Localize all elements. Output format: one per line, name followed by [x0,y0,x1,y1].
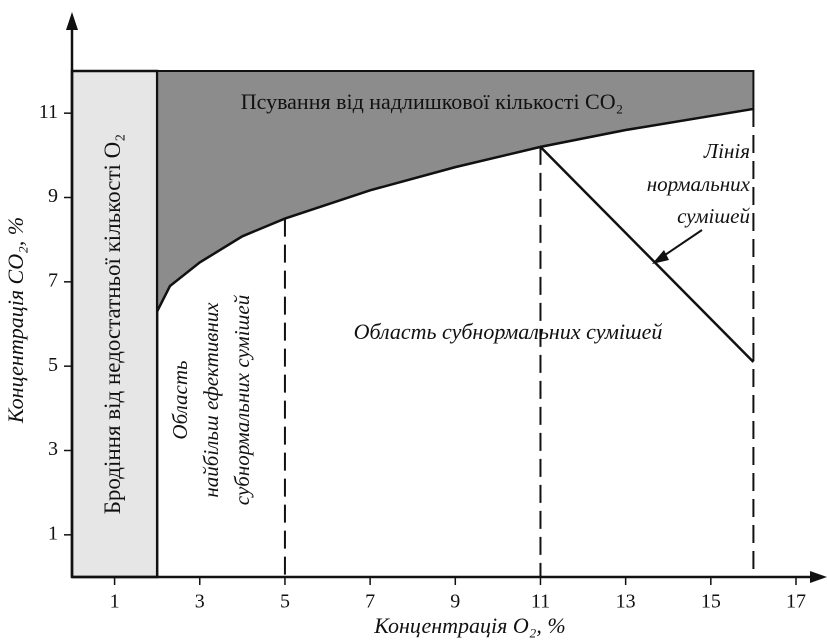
x-tick-label: 1 [110,591,120,613]
subnormal-zone-label: Область субнормальних сумішей [354,319,663,344]
y-tick-label: 3 [48,438,58,460]
y-tick-label: 1 [48,522,58,544]
y-tick-label: 7 [48,269,58,291]
x-axis-label: Концентрація O₂, % [373,613,566,638]
optimal-zone-label: найбільш ефективних [199,302,223,498]
fermentation-zone [70,69,159,579]
y-arrow [66,12,78,30]
x-tick-label: 17 [786,591,806,613]
x-tick-label: 15 [701,591,721,613]
x-tick-label: 7 [365,591,375,613]
y-tick-label: 11 [39,101,58,123]
normal-line-label: сумішей [677,204,750,228]
normal-line-label: нормальних [647,172,751,196]
x-tick-label: 11 [531,591,550,613]
x-tick-label: 5 [280,591,290,613]
optimal-zone-label: Область [168,360,192,439]
y-axis-label: Концентрація CO₂, % [3,217,28,424]
optimal-zone-label: субнормальних сумішей [230,294,254,505]
fermentation-zone-label: Бродіння від недостатньої кількості O₂ [100,134,125,515]
boundary-curve [156,107,754,312]
x-tick-label: 9 [450,591,460,613]
x-tick-label: 3 [195,591,205,613]
y-tick-label: 9 [48,185,58,207]
normal-mixtures-line [539,146,755,363]
pointer-head [652,250,669,264]
excess-zone-label: Псування від надлишкової кількості CO₂ [241,89,624,114]
x-arrow [810,571,827,583]
y-tick-label: 5 [48,354,58,376]
pointer [661,229,703,258]
normal-line-label: Лінія [703,139,750,163]
x-tick-label: 13 [616,591,636,613]
